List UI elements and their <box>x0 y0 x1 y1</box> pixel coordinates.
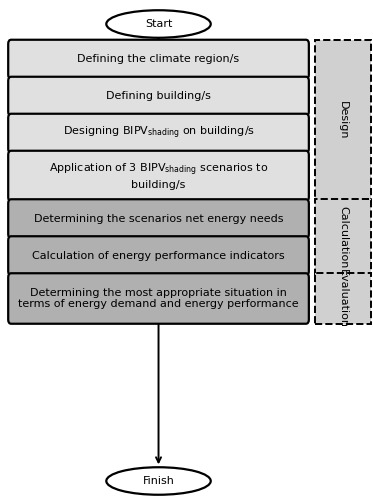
FancyBboxPatch shape <box>8 40 309 78</box>
Text: Determining the most appropriate situation in
terms of energy demand and energy : Determining the most appropriate situati… <box>18 288 299 310</box>
FancyBboxPatch shape <box>315 40 371 202</box>
Text: Finish: Finish <box>142 476 175 486</box>
Text: Determining the scenarios net energy needs: Determining the scenarios net energy nee… <box>34 214 283 224</box>
FancyBboxPatch shape <box>315 200 371 276</box>
FancyBboxPatch shape <box>8 114 309 153</box>
FancyBboxPatch shape <box>315 274 371 324</box>
Text: Defining the climate region/s: Defining the climate region/s <box>78 54 239 64</box>
Text: Design: Design <box>338 102 348 140</box>
Ellipse shape <box>106 467 211 495</box>
Text: Defining building/s: Defining building/s <box>106 91 211 101</box>
FancyBboxPatch shape <box>8 151 309 202</box>
FancyBboxPatch shape <box>8 77 309 116</box>
Text: Designing BIPV$_{\mathregular{shading}}$ on building/s: Designing BIPV$_{\mathregular{shading}}$… <box>63 125 254 142</box>
FancyBboxPatch shape <box>8 236 309 276</box>
Text: Calculation of energy performance indicators: Calculation of energy performance indica… <box>32 251 285 261</box>
Text: Application of 3 BIPV$_{\mathregular{shading}}$ scenarios to
building/s: Application of 3 BIPV$_{\mathregular{sha… <box>49 162 268 190</box>
Text: Evaluation: Evaluation <box>338 269 348 328</box>
FancyBboxPatch shape <box>8 274 309 324</box>
Text: Start: Start <box>145 19 172 29</box>
Ellipse shape <box>106 10 211 38</box>
Text: Calculation: Calculation <box>338 206 348 268</box>
FancyBboxPatch shape <box>8 200 309 238</box>
